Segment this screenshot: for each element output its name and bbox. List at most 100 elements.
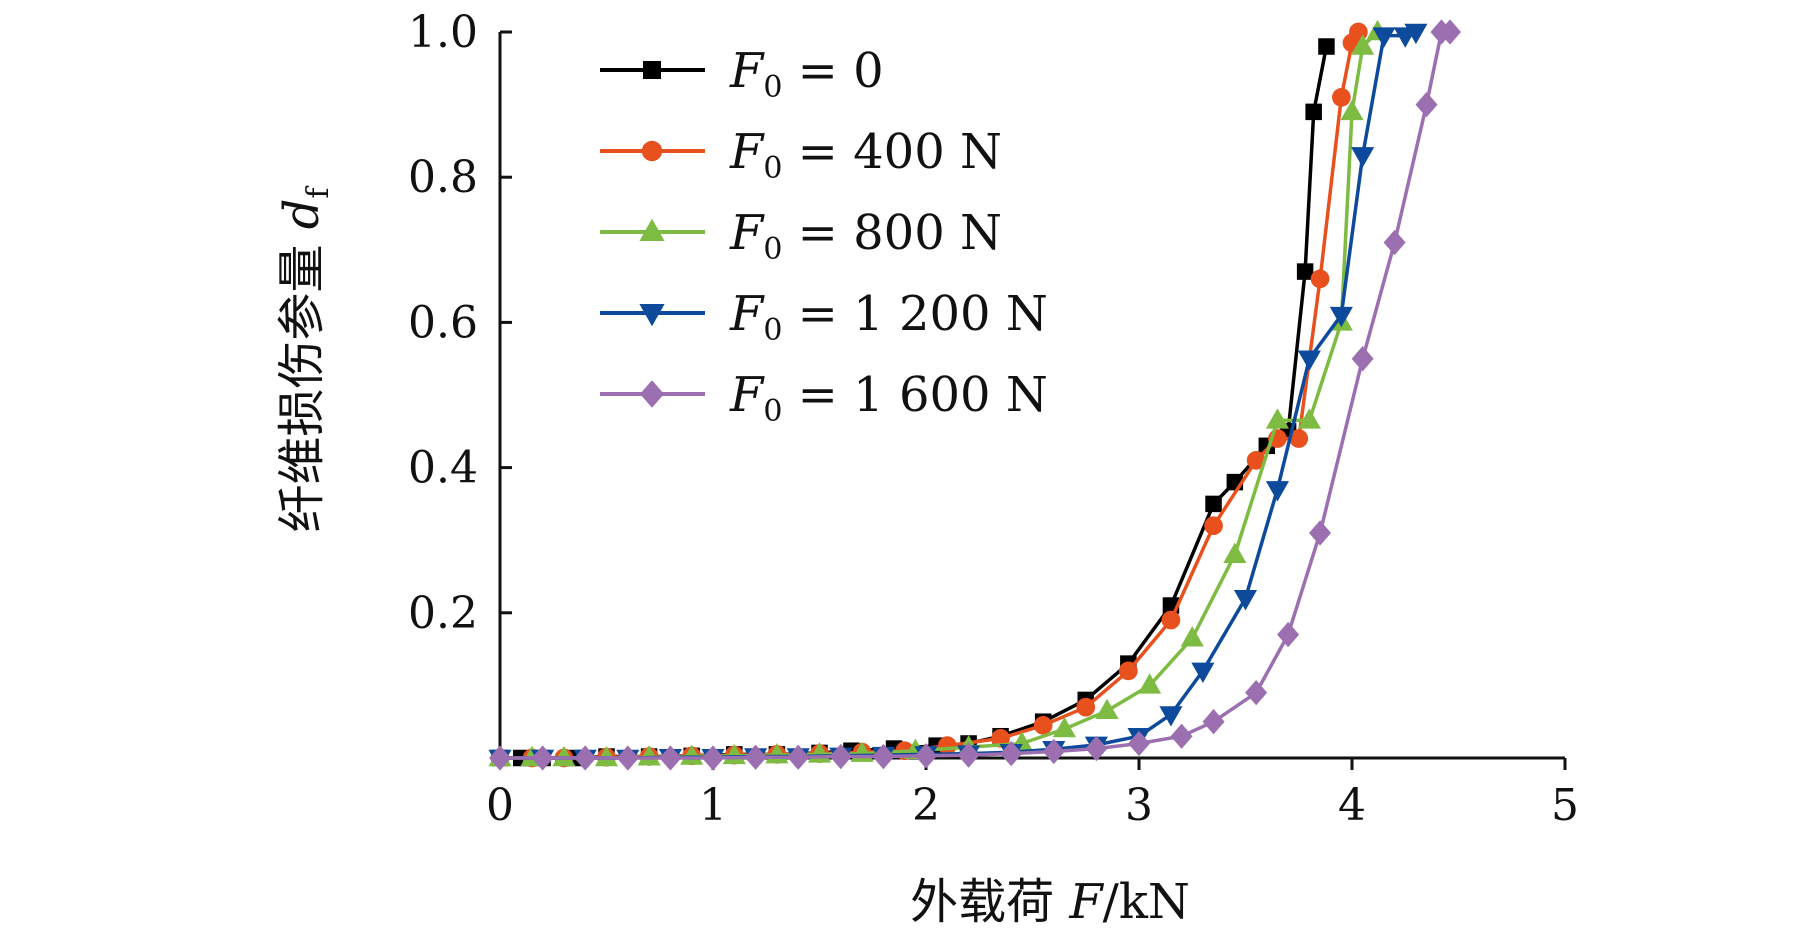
x-tick-label: 1 <box>699 780 727 831</box>
data-point-4 <box>574 745 597 771</box>
data-point-2 <box>1340 99 1364 121</box>
y-axis-title-var: d <box>274 199 330 230</box>
data-point-3 <box>1372 27 1396 48</box>
y-tick-label: 0.2 <box>408 588 478 639</box>
y-axis-title: 纤维损伤参量 df <box>274 186 336 533</box>
data-point-4 <box>1042 738 1065 765</box>
legend-label: F0 = 1 200 N <box>729 286 1048 348</box>
legend-sub: 0 <box>763 232 782 267</box>
data-point-4 <box>744 744 767 770</box>
data-point-4 <box>957 742 980 768</box>
legend-marker <box>639 304 665 327</box>
data-point-4 <box>1202 709 1225 735</box>
data-point-2 <box>1223 542 1247 563</box>
legend-label: F0 = 1 600 N <box>729 367 1048 429</box>
legend-sub: 0 <box>763 70 782 105</box>
data-point-4 <box>829 743 852 770</box>
data-point-2 <box>1180 626 1204 647</box>
y-axis-title-prefix: 纤维损伤参量 <box>274 229 330 532</box>
data-point-0 <box>1296 263 1314 280</box>
data-point-2 <box>1095 698 1119 720</box>
data-point-4 <box>1128 730 1150 757</box>
data-point-2 <box>1297 408 1321 429</box>
data-point-4 <box>659 745 682 771</box>
legend-sub: 0 <box>763 151 782 186</box>
data-point-2 <box>637 745 661 766</box>
data-point-3 <box>1297 350 1321 371</box>
data-point-1 <box>1204 516 1223 536</box>
x-tick-label: 5 <box>1551 780 1579 831</box>
data-point-4 <box>1351 346 1374 372</box>
legend: F0 = 0F0 = 400 NF0 = 800 NF0 = 1 200 NF0… <box>600 43 1048 429</box>
data-point-0 <box>1318 38 1335 55</box>
legend-value: = 400 N <box>782 124 1002 180</box>
legend-var: F <box>729 205 765 261</box>
series-4 <box>489 19 1461 771</box>
legend-marker <box>640 380 664 408</box>
data-point-4 <box>1000 740 1023 767</box>
legend-sub: 0 <box>763 313 782 348</box>
data-point-3 <box>1265 481 1289 502</box>
legend-marker <box>639 218 665 241</box>
data-point-4 <box>531 745 554 771</box>
data-point-1 <box>1310 269 1330 289</box>
data-point-4 <box>915 743 937 769</box>
data-point-1 <box>1076 697 1096 717</box>
data-point-4 <box>1085 735 1108 762</box>
data-point-4 <box>1245 680 1268 706</box>
y-tick-label: 0.8 <box>408 152 478 203</box>
legend-var: F <box>729 367 765 423</box>
legend-marker <box>643 61 661 79</box>
x-axis-title-prefix: 外载荷 <box>910 874 1069 930</box>
legend-item-4: F0 = 1 600 N <box>600 367 1048 429</box>
data-point-4 <box>1170 723 1193 749</box>
legend-var: F <box>729 124 765 180</box>
data-point-3 <box>1191 662 1215 683</box>
legend-marker <box>641 140 663 162</box>
legend-label: F0 = 0 <box>729 43 884 105</box>
data-point-4 <box>1383 229 1406 256</box>
legend-sub: 0 <box>763 394 782 429</box>
legend-value: = 0 <box>782 43 883 99</box>
data-point-1 <box>1119 661 1138 681</box>
x-tick-label: 0 <box>486 780 514 831</box>
data-point-2 <box>1052 716 1076 738</box>
data-point-3 <box>1404 23 1428 45</box>
legend-item-3: F0 = 1 200 N <box>600 286 1048 348</box>
y-axis-title-group: 纤维损伤参量 df <box>274 186 336 533</box>
legend-item-2: F0 = 800 N <box>600 205 1002 267</box>
data-point-0 <box>1205 495 1222 513</box>
data-point-4 <box>1277 621 1300 648</box>
legend-var: F <box>729 43 765 99</box>
y-tick-label: 0.4 <box>408 443 478 494</box>
x-axis-title-var: F <box>1068 874 1104 930</box>
x-tick-label: 2 <box>912 780 940 831</box>
data-point-0 <box>1305 103 1322 121</box>
data-point-2 <box>1138 673 1162 694</box>
legend-item-1: F0 = 400 N <box>600 124 1002 186</box>
y-tick-label: 1.0 <box>408 7 478 58</box>
legend-value: = 800 N <box>782 205 1002 261</box>
series-layer <box>488 19 1461 771</box>
x-axis-title: 外载荷 F/kN <box>910 874 1190 930</box>
data-point-4 <box>702 745 724 771</box>
data-point-4 <box>1415 91 1438 118</box>
data-point-2 <box>1265 408 1289 429</box>
data-point-4 <box>1309 520 1332 546</box>
data-point-4 <box>872 743 895 770</box>
x-axis-title-suffix: /kN <box>1103 874 1190 930</box>
data-point-1 <box>1033 715 1053 735</box>
legend-value: = 1 600 N <box>782 367 1047 423</box>
data-point-2 <box>552 745 576 767</box>
x-tick-label: 4 <box>1338 780 1366 831</box>
legend-label: F0 = 400 N <box>729 124 1002 186</box>
data-point-4 <box>787 744 810 770</box>
legend-item-0: F0 = 0 <box>600 43 884 105</box>
data-point-3 <box>1233 590 1258 611</box>
axes: 0 1 2 3 4 5 0.2 0.4 0.6 0.8 1.0 <box>408 7 1579 831</box>
data-point-3 <box>1351 147 1375 168</box>
y-axis-title-sub: f <box>301 186 336 199</box>
x-tick-label: 3 <box>1125 780 1153 831</box>
